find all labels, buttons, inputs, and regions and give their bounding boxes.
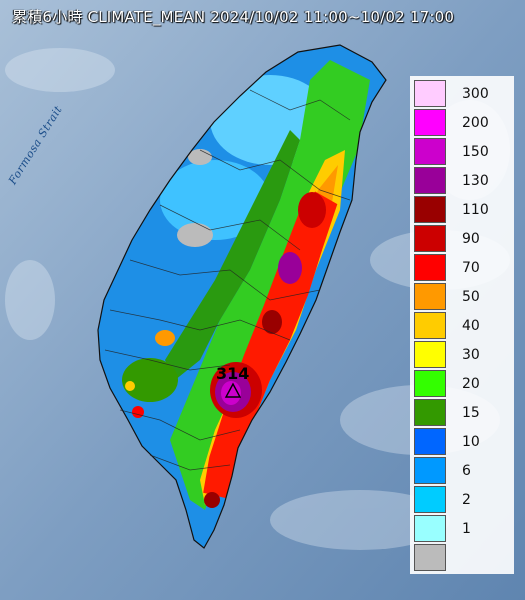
legend-label: 2 xyxy=(462,492,471,508)
legend-item: 2 xyxy=(414,486,509,513)
legend-item: 1 xyxy=(414,515,509,542)
legend-item: 10 xyxy=(414,428,509,455)
legend-item: 50 xyxy=(414,283,509,310)
legend-item: 130 xyxy=(414,167,509,194)
legend-item: 40 xyxy=(414,312,509,339)
legend-label: 150 xyxy=(462,144,489,160)
legend-item: 20 xyxy=(414,370,509,397)
legend-label: 20 xyxy=(462,376,480,392)
legend-swatch xyxy=(414,254,446,281)
triangle-icon xyxy=(224,382,242,398)
legend-swatch xyxy=(414,109,446,136)
legend-label: 50 xyxy=(462,289,480,305)
legend-item: 200 xyxy=(414,109,509,136)
legend-label: 200 xyxy=(462,115,489,131)
max-rainfall-value: 314 xyxy=(216,364,250,383)
legend-swatch xyxy=(414,225,446,252)
legend-item: 110 xyxy=(414,196,509,223)
legend-label: 6 xyxy=(462,463,471,479)
legend-label: 130 xyxy=(462,173,489,189)
legend-swatch xyxy=(414,312,446,339)
county-boundaries xyxy=(104,89,351,471)
legend-label: 300 xyxy=(462,86,489,102)
legend-item: 30 xyxy=(414,341,509,368)
legend-swatch xyxy=(414,515,446,542)
legend-label: 30 xyxy=(462,347,480,363)
island-outline xyxy=(97,44,387,549)
legend-item: 300 xyxy=(414,80,509,107)
legend-swatch xyxy=(414,486,446,513)
legend-swatch xyxy=(414,341,446,368)
legend-label: 110 xyxy=(462,202,489,218)
legend-label: 1 xyxy=(462,521,471,537)
legend-label: 90 xyxy=(462,231,480,247)
legend-item: 15 xyxy=(414,399,509,426)
legend-swatch xyxy=(414,544,446,571)
legend-item: 150 xyxy=(414,138,509,165)
legend-label: 15 xyxy=(462,405,480,421)
legend-swatch xyxy=(414,457,446,484)
legend-label: 10 xyxy=(462,434,480,450)
legend-label: 40 xyxy=(462,318,480,334)
legend-item: 6 xyxy=(414,457,509,484)
legend-swatch xyxy=(414,80,446,107)
legend-item xyxy=(414,544,509,571)
legend-swatch xyxy=(414,370,446,397)
legend-swatch xyxy=(414,167,446,194)
legend-label: 70 xyxy=(462,260,480,276)
legend-swatch xyxy=(414,428,446,455)
legend-item: 70 xyxy=(414,254,509,281)
legend-swatch xyxy=(414,138,446,165)
legend-item: 90 xyxy=(414,225,509,252)
legend-swatch xyxy=(414,399,446,426)
legend-swatch xyxy=(414,196,446,223)
legend-swatch xyxy=(414,283,446,310)
map-title: 累積6小時 CLIMATE_MEAN 2024/10/02 11:00~10/0… xyxy=(12,8,455,26)
